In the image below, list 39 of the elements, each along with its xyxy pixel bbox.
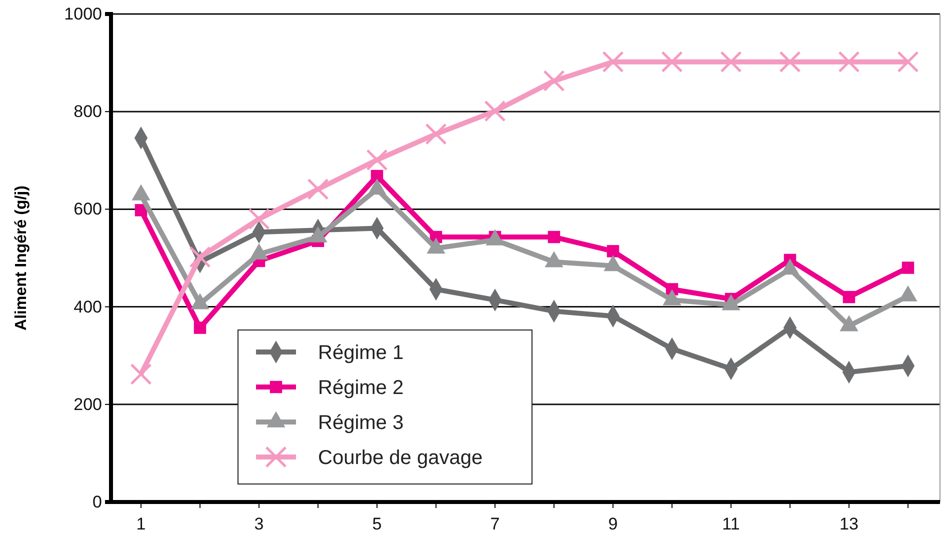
y-tick-label: 0 (92, 492, 102, 512)
legend-label: Courbe de gavage (318, 447, 483, 469)
x-tick-label: 11 (722, 514, 740, 534)
point (194, 322, 206, 334)
y-tick-label: 600 (74, 200, 102, 219)
y-tick-label: 400 (74, 297, 102, 316)
x-tick-label: 1 (136, 514, 146, 534)
point (366, 149, 388, 171)
x-tick-label: 9 (608, 514, 618, 534)
point (370, 170, 384, 182)
y-axis-title: Aliment Ingéré (g/j) (13, 186, 30, 330)
point (425, 123, 447, 145)
point (606, 245, 620, 258)
x-tick-label: 3 (254, 514, 264, 534)
point (543, 70, 565, 92)
point (130, 363, 152, 385)
y-tick-label: 800 (74, 102, 102, 122)
point (134, 204, 148, 216)
y-tick-label: 1000 (64, 4, 102, 24)
legend-label: Régime 1 (318, 342, 404, 364)
y-tick-label: 200 (74, 394, 102, 414)
point (779, 51, 801, 73)
legend-label: Régime 3 (318, 412, 404, 434)
point (189, 246, 211, 268)
point (838, 51, 860, 73)
point (842, 290, 856, 304)
x-tick-label: 5 (372, 514, 382, 534)
point (248, 208, 270, 230)
legend-label: Régime 2 (318, 377, 404, 399)
x-tick-label: 13 (840, 514, 858, 534)
point (720, 51, 742, 73)
point (602, 51, 624, 73)
point (902, 262, 914, 274)
point (548, 230, 560, 244)
point (484, 100, 506, 122)
point (307, 178, 329, 200)
point (897, 51, 919, 73)
point (661, 51, 683, 73)
x-tick-label: 7 (490, 514, 500, 534)
